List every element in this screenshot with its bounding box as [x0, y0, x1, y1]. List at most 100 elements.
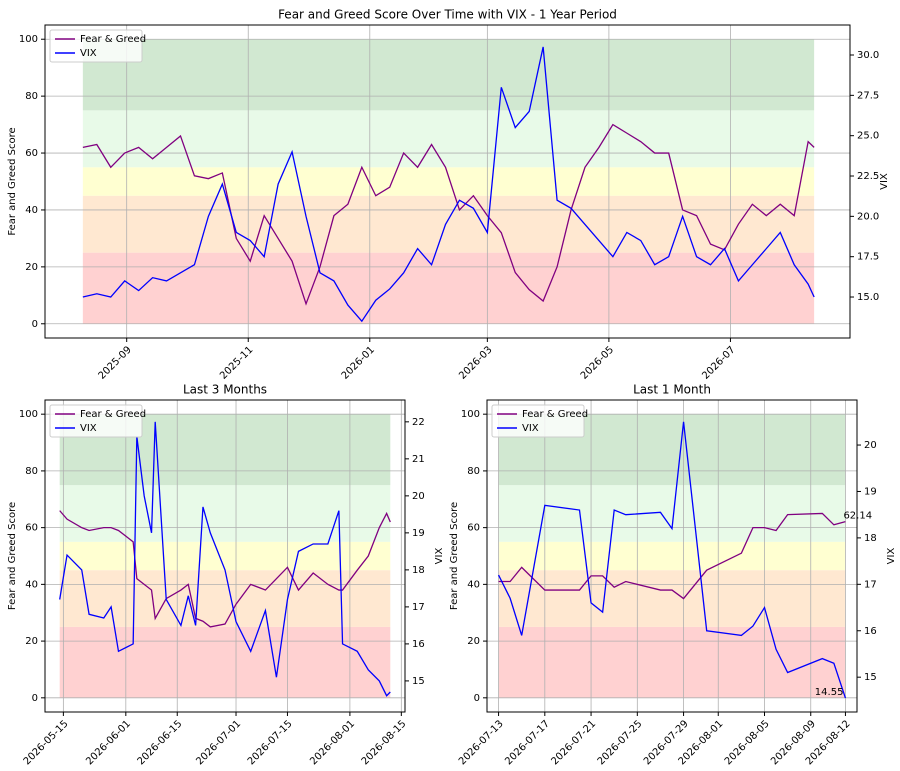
y2-tick-label: 17.5 [857, 252, 879, 263]
legend-box [491, 404, 585, 438]
y-tick-label: 80 [467, 466, 480, 477]
y2-tick-label: 15 [864, 672, 877, 683]
zone-band [82, 39, 815, 111]
y-tick-label: 60 [25, 148, 38, 159]
series-line [82, 123, 815, 306]
x-tick-label: 2026-01 [340, 344, 377, 381]
y-tick-label: 40 [25, 579, 38, 590]
annotation: 14.55 [815, 687, 844, 698]
zone-band [82, 252, 815, 324]
x-tick-label: 2026-08-15 [360, 718, 409, 767]
y2-tick-label: 15 [412, 676, 425, 687]
y-tick-label: 80 [25, 91, 38, 102]
chart-title: Last 1 Month [633, 383, 711, 397]
legend-label: VIX [80, 48, 97, 59]
subplot: 0 20 40 60 80 100 2025-09 2025-11 2026-01 2026-03… [7, 8, 890, 382]
y-tick-label: 20 [25, 262, 38, 273]
y2-axis-label: VIX [879, 173, 890, 190]
y-tick-label: 100 [19, 409, 38, 420]
x-tick-label: 2026-07 [700, 344, 737, 381]
y2-tick-label: 22.5 [857, 171, 879, 182]
y-tick-label: 100 [19, 34, 38, 45]
y-axis-label: Fear and Greed Score [449, 502, 460, 610]
zone-band [82, 110, 815, 168]
y-tick-label: 40 [25, 205, 38, 216]
y-tick-label: 0 [474, 693, 480, 704]
y2-tick-label: 15.0 [857, 292, 879, 303]
legend-box [49, 404, 143, 438]
y-tick-label: 0 [32, 319, 38, 330]
y2-tick-label: 16 [864, 626, 877, 637]
y-tick-label: 40 [467, 579, 480, 590]
y-axis-label: Fear and Greed Score [7, 127, 18, 235]
zone-band [498, 485, 846, 542]
y-tick-label: 20 [25, 636, 38, 647]
y2-tick-label: 25.0 [857, 131, 879, 142]
x-tick-label: 2025-11 [218, 344, 255, 381]
series-line [497, 421, 847, 699]
zone-band [498, 541, 846, 571]
series-line [82, 46, 815, 323]
zone-band [59, 485, 391, 542]
x-tick-label: 2026-06-01 [84, 718, 133, 767]
y2-tick-label: 21 [412, 454, 425, 465]
y-tick-label: 60 [25, 523, 38, 534]
chart-title: Fear and Greed Score Over Time with VIX … [278, 8, 617, 22]
y2-tick-label: 18 [864, 533, 877, 544]
y-tick-label: 0 [32, 693, 38, 704]
y2-tick-label: 30.0 [857, 50, 879, 61]
y2-axis-label: VIX [886, 548, 897, 565]
zone-band [498, 570, 846, 627]
x-tick-label: 2026-07-15 [246, 718, 295, 767]
plot-frame [44, 399, 406, 713]
series-line [59, 421, 391, 697]
y2-tick-label: 20 [412, 491, 425, 502]
x-tick-label: 2026-07-17 [503, 718, 552, 767]
subplot: 0 20 40 60 80 100 2026-05-15 2026-06-01 2026-06-… [7, 383, 445, 768]
annotation: 62.14 [843, 511, 872, 522]
x-tick-label: 2026-03 [457, 344, 494, 381]
y2-tick-label: 17 [864, 579, 877, 590]
plot-frame [44, 24, 851, 339]
zone-band [498, 626, 846, 698]
y2-tick-label: 19 [864, 486, 877, 497]
y-tick-label: 20 [467, 636, 480, 647]
y2-tick-label: 17 [412, 602, 425, 613]
y2-axis-label: VIX [434, 548, 445, 565]
x-tick-label: 2026-07-25 [596, 718, 645, 767]
legend-label: Fear & Greed [522, 409, 588, 420]
legend-label: VIX [522, 423, 539, 434]
legend-label: Fear & Greed [80, 409, 146, 420]
zone-band [82, 167, 815, 196]
zone-band [59, 541, 391, 571]
y2-tick-label: 18 [412, 565, 425, 576]
legend-box [49, 29, 143, 63]
zone-band [59, 626, 391, 698]
x-tick-label: 2025-09 [97, 344, 134, 381]
y2-tick-label: 20.0 [857, 211, 879, 222]
x-tick-label: 2026-08-01 [308, 718, 357, 767]
series-line [498, 512, 846, 600]
y2-tick-label: 27.5 [857, 90, 879, 101]
legend-label: Fear & Greed [80, 34, 146, 45]
y2-tick-label: 16 [412, 639, 425, 650]
y-tick-label: 80 [25, 466, 38, 477]
y-tick-label: 100 [461, 409, 480, 420]
x-tick-label: 2026-08-05 [723, 718, 772, 767]
zone-band [59, 570, 391, 627]
y2-tick-label: 22 [412, 417, 425, 428]
legend-label: VIX [80, 423, 97, 434]
x-tick-label: 2026-05-15 [22, 718, 71, 767]
x-tick-label: 2026-05 [579, 344, 616, 381]
x-tick-label: 2026-07-01 [194, 718, 243, 767]
y-tick-label: 60 [467, 523, 480, 534]
zone-band [82, 195, 815, 253]
x-tick-label: 2026-06-15 [136, 718, 185, 767]
y2-tick-label: 19 [412, 528, 425, 539]
chart-title: Last 3 Months [183, 383, 267, 397]
x-tick-label: 2026-07-21 [549, 718, 598, 767]
plot-frame [486, 399, 858, 713]
y-axis-label: Fear and Greed Score [7, 502, 18, 610]
subplot: 0204060801002026-07-132026-07-172026-07-… [449, 383, 897, 768]
